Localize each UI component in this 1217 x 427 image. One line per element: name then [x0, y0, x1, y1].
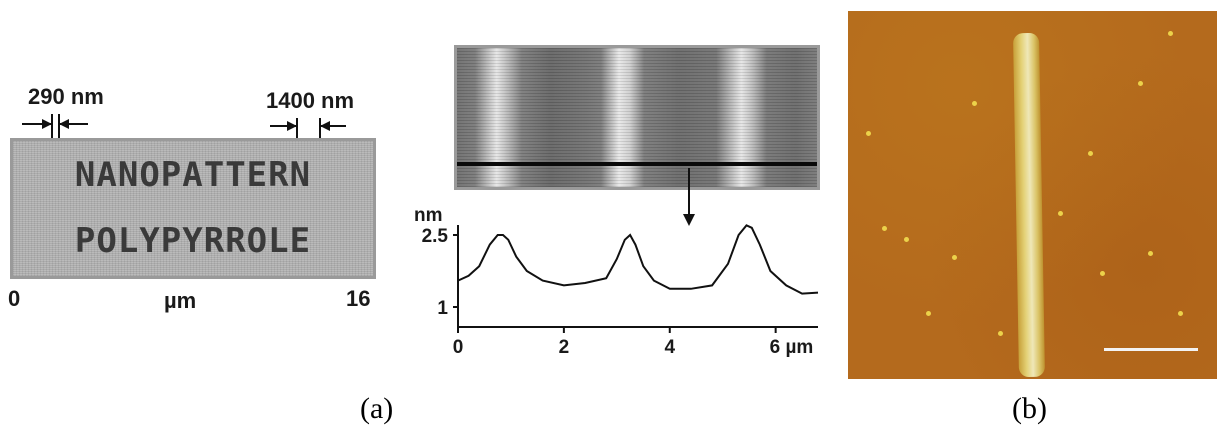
axis-start-label: 0	[8, 286, 21, 311]
axis-unit-label: µm	[164, 288, 197, 313]
height-profile-chart: nm 1 2.5 0 2 4 6 µm	[414, 205, 819, 358]
pattern-text-line2: POLYPYRROLE	[74, 221, 312, 261]
profile-tick-labels: 1 2.5 0 2 4 6 µm	[422, 226, 814, 358]
scan-line	[457, 162, 817, 166]
y-tick-label-0: 1	[437, 298, 448, 319]
x-tick-label-1: 2	[559, 337, 570, 358]
dim-label-1400nm: 1400 nm	[266, 88, 355, 113]
dim-label-290nm: 290 nm	[28, 84, 104, 109]
lithography-image: NANOPATTERN POLYPYRROLE	[10, 138, 376, 279]
axis-end-label: 16	[346, 286, 371, 311]
profile-line	[457, 224, 819, 295]
afm-nanowire-image	[848, 11, 1217, 379]
x-tick-label-0: 0	[453, 337, 464, 358]
scan-pointer-arrow	[683, 168, 695, 226]
x-tick-label-3: 6 µm	[770, 337, 814, 358]
caption-b: (b)	[1012, 392, 1047, 425]
pattern-text-line1: NANOPATTERN	[74, 155, 312, 195]
afm-scan-image	[454, 45, 820, 190]
x-tick-label-2: 4	[664, 337, 675, 358]
profile-axes	[453, 225, 818, 333]
y-unit-label: nm	[414, 205, 443, 226]
caption-a: (a)	[360, 392, 394, 425]
scale-bar	[1104, 348, 1198, 351]
y-tick-label-1: 2.5	[422, 226, 449, 247]
nanowire	[1013, 32, 1045, 378]
